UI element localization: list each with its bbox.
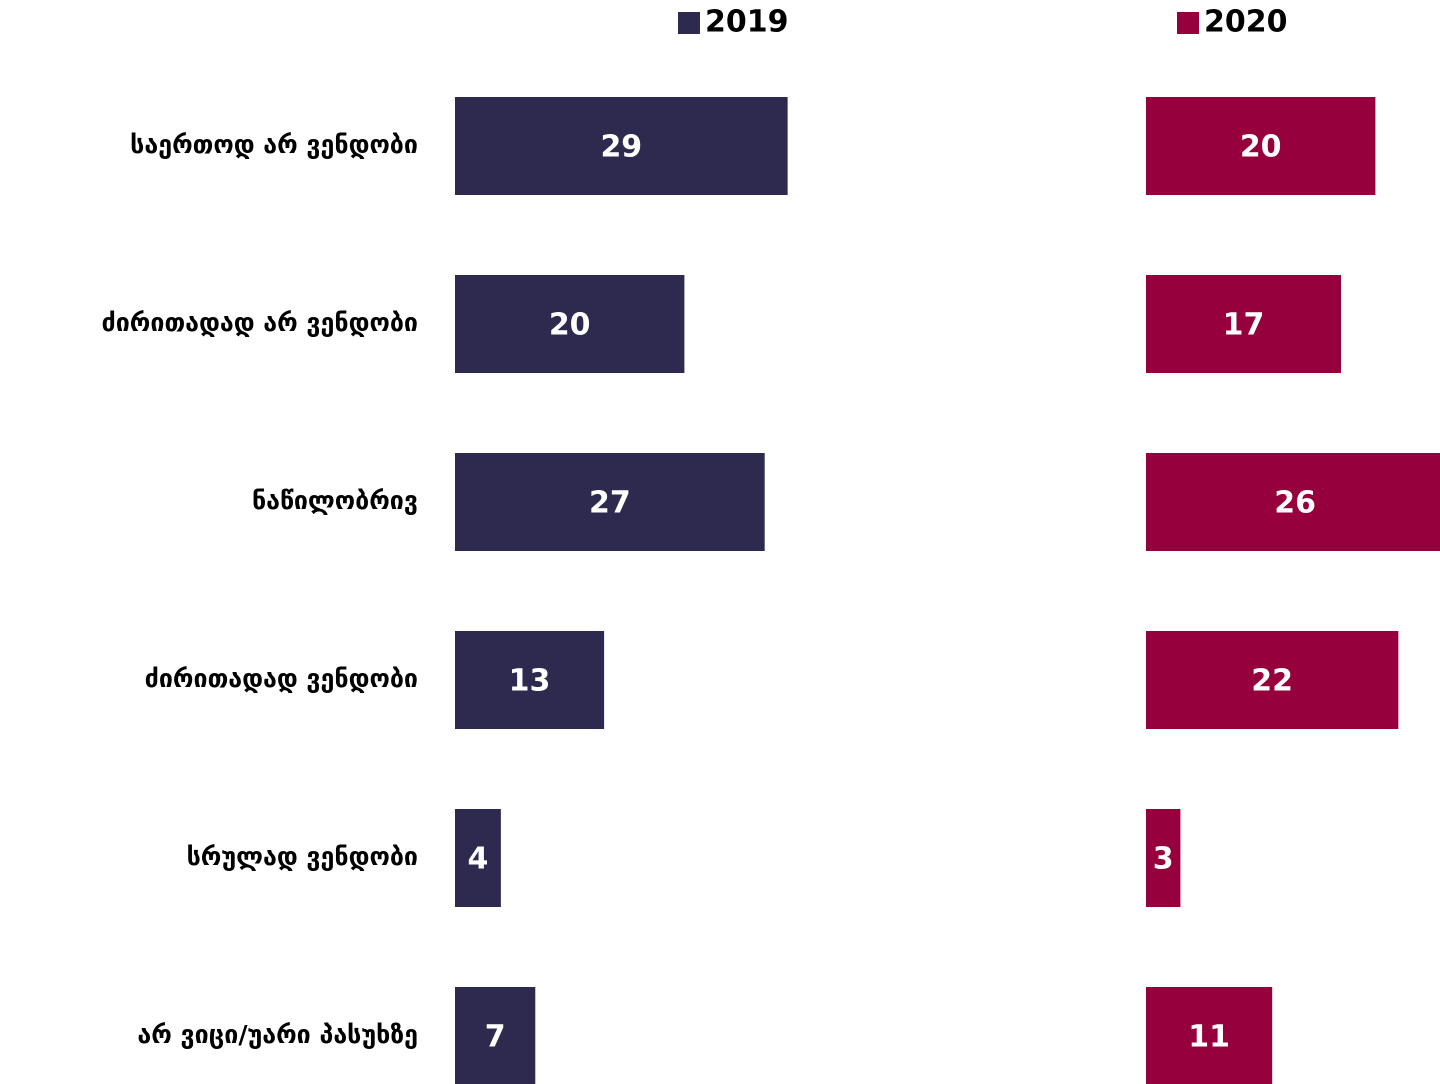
bar	[1146, 631, 1399, 729]
bar	[1146, 809, 1181, 907]
bar	[455, 275, 685, 373]
value-label: 27	[589, 486, 631, 521]
value-label: 11	[1188, 1020, 1230, 1055]
legend-label: 2019	[705, 5, 789, 40]
category-label: ძირითადად ვენდობი	[145, 664, 418, 693]
legend-swatch	[1177, 12, 1199, 34]
value-label: 26	[1274, 486, 1316, 521]
legend-label: 2020	[1204, 5, 1288, 40]
value-label: 22	[1251, 664, 1293, 699]
bar	[455, 453, 765, 551]
value-label: 20	[549, 308, 591, 343]
bar	[455, 631, 605, 729]
value-label: 4	[468, 842, 489, 877]
bar	[1146, 453, 1440, 551]
value-label: 7	[485, 1020, 506, 1055]
legend-swatch	[678, 12, 700, 34]
value-label: 3	[1153, 842, 1174, 877]
category-label: საერთოდ არ ვენდობი	[130, 130, 418, 159]
bar	[1146, 275, 1341, 373]
bar	[1146, 97, 1376, 195]
category-label: ძირითადად არ ვენდობი	[102, 308, 418, 337]
bar	[455, 809, 501, 907]
bar	[455, 97, 788, 195]
bar	[455, 987, 536, 1084]
category-label: სრულად ვენდობი	[187, 842, 418, 871]
value-label: 17	[1223, 308, 1265, 343]
value-label: 29	[600, 130, 642, 165]
value-label: 13	[509, 664, 551, 699]
bar	[1146, 987, 1273, 1084]
value-label: 20	[1240, 130, 1282, 165]
category-label: ნაწილობრივ	[252, 486, 418, 515]
category-label: არ ვიცი/უარი პასუხზე	[137, 1020, 418, 1049]
